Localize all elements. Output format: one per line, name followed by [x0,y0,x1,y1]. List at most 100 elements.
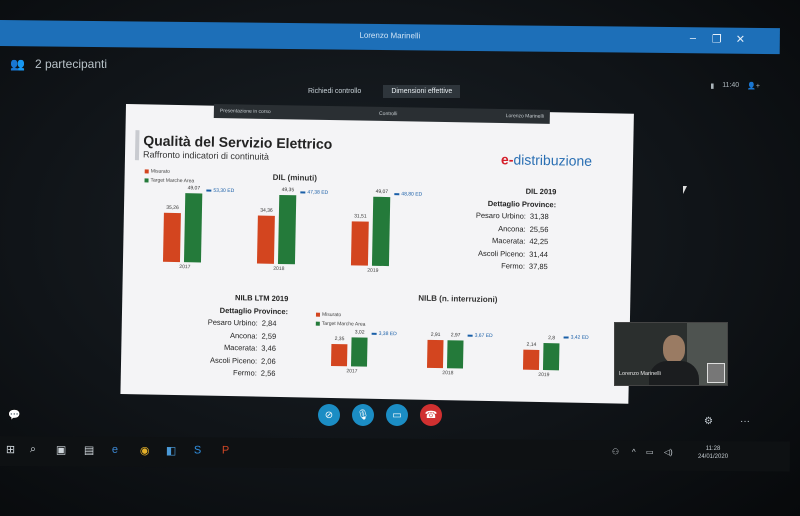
target-label: 3,67 ED [467,333,493,339]
clock-time: 11:28 [705,446,721,452]
target-label: 48,80 ED [394,191,422,198]
call-timer: 11:40 [722,82,740,89]
device-settings-icon[interactable]: ⚙ [704,416,713,427]
share-screen-icon[interactable]: ▭ [386,404,408,426]
call-controls: ⊘ 🎙 ▭ ☎ [318,404,442,426]
restore-icon[interactable]: ❐ [711,33,722,46]
nilb-table-title: NILB LTM 2019 [235,293,289,304]
measured-bar-2019 [350,221,369,266]
value-label: 35,26 [166,204,179,212]
share-presenter: Lorenzo Marinelli [505,113,544,120]
nilb-legend-measured: Misurato [315,312,341,318]
target-bar-2018 [277,194,297,265]
top-right-controls: ▮ 11:40 👤+ [710,82,760,90]
app-icon[interactable]: ◧ [165,445,177,458]
windows-start-icon[interactable]: ⊞ [5,444,16,457]
table-row: Fermo: 37,85 [501,261,548,272]
chat-icon[interactable]: 💬 [8,410,21,421]
volume-icon[interactable]: ◁) [663,447,673,457]
value-label: 31,51 [354,213,367,220]
search-icon[interactable]: ⌕ [29,443,37,456]
value-label: 2,97 [450,332,461,339]
tab-request-control[interactable]: Richiedi controllo [308,88,362,95]
target-bar-2017 [183,193,203,263]
network-icon[interactable]: ▭ [645,447,654,457]
participants-label: 2 partecipanti [34,57,107,71]
table-row: Fermo: 2,56 [233,368,276,378]
value-label: 2,14 [526,341,537,348]
target-bar-2019 [371,196,391,267]
year-label: 2018 [273,265,285,273]
value-label: 49,07 [187,185,201,192]
value-label: 2,35 [334,336,345,343]
tab-actual-size[interactable]: Dimensioni effettive [383,85,461,98]
participant-face [663,335,685,363]
window-titlebar: Lorenzo Marinelli – ❐ ✕ [0,20,780,55]
year-label: 2019 [538,371,550,379]
chrome-icon[interactable]: ◉ [139,444,150,458]
year-label: 2017 [346,368,358,375]
file-explorer-icon[interactable]: ▤ [83,444,95,457]
value-label: 34,36 [260,207,273,214]
target-label: 53,30 ED [206,188,234,194]
close-icon[interactable]: ✕ [735,33,746,46]
tray-chevron-icon[interactable]: ^ [631,447,636,457]
share-controls-button[interactable]: Controlli [379,110,398,118]
measured-bar-2019 [522,349,540,370]
task-view-icon[interactable]: ▣ [55,444,67,457]
add-person-icon[interactable]: 👤+ [747,83,760,90]
dil-chart-title: DIL (minuti) [272,172,317,183]
e-distribuzione-logo: e-distribuzione [500,151,593,169]
camera-off-icon[interactable]: ⊘ [318,404,340,426]
windows-taskbar: ⊞ ⌕ ▣ ▤ e ◉ ◧ S P ⚇ ^ ▭ ◁) [0,436,790,472]
year-label: 2019 [367,267,379,274]
nilb-chart-title: NILB (n. interruzioni) [418,293,498,305]
signal-icon: ▮ [710,83,715,90]
dil-chart: 35,26 49,07 2017 53,30 ED 34,36 49,35 2018 47,3… [162,185,465,276]
people-icon: 👥 [10,57,25,71]
powerpoint-icon[interactable]: P [221,444,230,457]
dil-table-title: DIL 2019 [525,186,557,197]
dil-table: DIL 2019 Dettaglio Province: Pesaro Urbi… [457,184,557,273]
microphone-icon[interactable]: 🎙 [352,404,374,426]
measured-bar-2017 [162,212,181,263]
share-status: Presentazione in corso [219,108,271,115]
target-label: 3,42 ED [563,334,589,341]
target-bar-2018 [446,340,464,369]
slide-subtitle: Raffronto indicatori di continuità [142,149,270,162]
participant-video[interactable]: Lorenzo Marinelli [614,322,728,386]
window-title: Lorenzo Marinelli [359,30,421,41]
year-label: 2017 [179,264,191,271]
measured-bar-2018 [256,215,275,264]
clock-date: 24/01/2020 [698,454,729,460]
wall-picture [707,363,725,383]
nilb-table: NILB LTM 2019 Dettaglio Province: Pesaro… [181,291,289,381]
nilb-chart: 2,35 3,02 2017 3,38 ED 2,91 2,97 2018 3,67 ED 2,… [331,328,622,380]
shared-slide: Qualità del Servizio Elettrico Raffronto… [120,104,634,404]
taskbar-clock[interactable]: 11:28 24/01/2020 [698,445,728,461]
hang-up-icon[interactable]: ☎ [420,404,442,426]
dil-legend-target: Target Marche Area [144,177,194,184]
title-accent [134,130,140,161]
value-label: 2,8 [548,335,556,342]
more-options-icon[interactable]: ··· [740,416,750,427]
target-label: 47,38 ED [300,189,328,196]
target-bar-2017 [351,337,368,367]
measured-bar-2017 [331,343,348,367]
year-label: 2018 [442,370,454,377]
target-label: 3,38 ED [371,331,397,337]
dil-legend-measured: Misurato [144,168,170,175]
value-label: 3,02 [354,329,365,336]
nilb-legend-target: Target Marche Area [315,321,366,328]
mouse-cursor-icon [683,186,691,194]
value-label: 49,07 [375,188,389,196]
people-tray-icon[interactable]: ⚇ [611,447,620,457]
minimize-icon[interactable]: – [689,32,697,45]
participant-name: Lorenzo Marinelli [619,371,661,377]
edge-icon[interactable]: e [111,443,119,456]
skype-icon[interactable]: S [193,444,202,457]
share-tabs: Richiedi controllo Dimensioni effettive [300,85,461,98]
participants-header[interactable]: 👥 2 partecipanti [10,57,107,71]
value-label: 49,35 [281,187,295,194]
